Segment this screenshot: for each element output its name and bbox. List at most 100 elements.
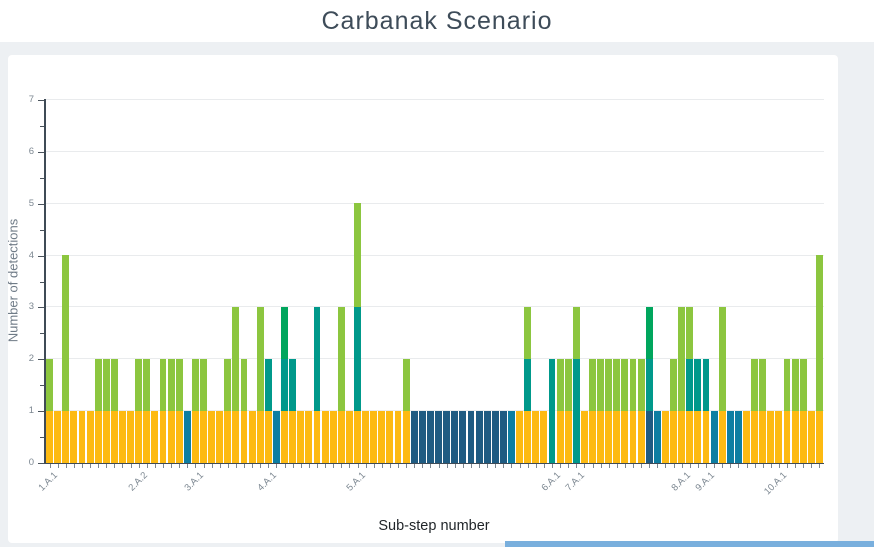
bar-substep-idx41[interactable]	[370, 410, 378, 463]
bar-substep-5.A.1[interactable]	[354, 203, 361, 463]
bar-substep-idx47[interactable]	[418, 410, 426, 463]
bar-substep-idx30[interactable]	[281, 306, 288, 463]
bar-substep-idx53[interactable]	[467, 410, 475, 463]
bar-substep-idx34[interactable]	[313, 306, 321, 463]
bar-substep-idx64[interactable]	[556, 358, 564, 463]
bar-substep-idx45[interactable]	[402, 358, 410, 463]
bar-substep-idx21[interactable]	[208, 410, 216, 463]
x-tick	[576, 464, 578, 468]
bar-substep-idx24[interactable]	[232, 306, 240, 463]
bar-substep-idx35[interactable]	[321, 410, 329, 463]
bar-substep-idx94[interactable]	[799, 358, 807, 463]
bar-substep-idx25[interactable]	[240, 358, 248, 463]
bar-substep-idx27[interactable]	[256, 306, 264, 463]
bar-substep-idx56[interactable]	[491, 410, 499, 463]
bar-substep-idx51[interactable]	[451, 410, 459, 463]
bar-substep-3.A.1[interactable]	[191, 358, 199, 463]
bar-substep-idx71[interactable]	[613, 358, 621, 463]
bar-substep-idx59[interactable]	[516, 410, 524, 463]
bar-substep-idx26[interactable]	[248, 410, 256, 463]
bar-substep-idx6[interactable]	[86, 410, 94, 463]
bar-substep-idx52[interactable]	[459, 410, 467, 463]
bar-substep-8.A.1[interactable]	[678, 306, 686, 463]
bar-substep-idx29[interactable]	[273, 410, 280, 463]
bar-substep-idx32[interactable]	[297, 410, 305, 463]
bar-substep-idx54[interactable]	[475, 410, 483, 463]
bar-substep-idx75[interactable]	[645, 306, 653, 463]
bar-substep-idx69[interactable]	[597, 358, 605, 463]
bar-substep-idx77[interactable]	[662, 410, 669, 463]
footer-scroll-strip[interactable]	[505, 541, 874, 547]
bar-substep-idx68[interactable]	[589, 358, 596, 463]
bar-substep-idx15[interactable]	[159, 358, 167, 463]
bar-substep-idx43[interactable]	[386, 410, 394, 463]
bar-substep-idx95[interactable]	[807, 410, 815, 463]
bar-substep-idx38[interactable]	[345, 410, 353, 463]
bar-substep-idx44[interactable]	[394, 410, 402, 463]
bar-substep-idx2[interactable]	[54, 410, 62, 463]
bar-substep-idx85[interactable]	[726, 410, 734, 463]
bar-substep-idx92[interactable]	[783, 358, 791, 463]
bar-substep-idx11[interactable]	[127, 410, 135, 463]
bar-substep-idx80[interactable]	[686, 306, 694, 463]
bar-substep-idx13[interactable]	[143, 358, 151, 463]
bar-substep-idx61[interactable]	[532, 410, 540, 463]
bar-substep-idx76[interactable]	[653, 410, 661, 463]
bar-substep-idx46[interactable]	[410, 410, 418, 463]
bar-substep-idx8[interactable]	[102, 358, 110, 463]
bar-substep-idx20[interactable]	[200, 358, 207, 463]
bar-substep-idx73[interactable]	[629, 358, 637, 463]
bar-substep-idx65[interactable]	[564, 358, 572, 463]
bar-substep-idx37[interactable]	[337, 306, 345, 463]
bar-substep-6.A.1[interactable]	[548, 358, 556, 463]
bar-substep-idx58[interactable]	[508, 410, 515, 463]
bar-substep-idx87[interactable]	[743, 410, 750, 463]
bar-substep-idx48[interactable]	[426, 410, 434, 463]
bar-substep-idx7[interactable]	[94, 358, 102, 463]
bar-substep-idx17[interactable]	[175, 358, 183, 463]
bar-substep-idx78[interactable]	[670, 358, 677, 463]
bar-substep-idx31[interactable]	[289, 358, 297, 463]
bar-substep-idx14[interactable]	[151, 410, 159, 463]
bar-substep-idx62[interactable]	[540, 410, 548, 463]
bar-substep-idx86[interactable]	[734, 410, 742, 463]
bar-substep-idx10[interactable]	[119, 410, 126, 463]
bar-substep-idx40[interactable]	[362, 410, 370, 463]
bar-substep-idx74[interactable]	[637, 358, 645, 463]
x-tick	[414, 464, 416, 468]
bar-substep-idx83[interactable]	[710, 410, 718, 463]
y-tick	[38, 411, 44, 413]
bar-substep-idx23[interactable]	[224, 358, 232, 463]
bar-substep-idx16[interactable]	[167, 358, 175, 463]
bar-substep-idx96[interactable]	[815, 255, 823, 463]
bar-substep-idx50[interactable]	[443, 410, 451, 463]
bar-substep-idx9[interactable]	[110, 358, 118, 463]
bar-substep-idx22[interactable]	[216, 410, 224, 463]
bar-substep-idx93[interactable]	[791, 358, 799, 463]
bar-substep-idx42[interactable]	[378, 410, 386, 463]
bar-substep-idx67[interactable]	[580, 410, 588, 463]
bar-substep-10.A.1[interactable]	[775, 410, 783, 463]
bar-substep-idx70[interactable]	[605, 358, 613, 463]
bar-substep-idx88[interactable]	[751, 358, 759, 463]
bar-substep-idx72[interactable]	[621, 358, 629, 463]
bar-substep-idx49[interactable]	[435, 410, 442, 463]
bar-substep-idx55[interactable]	[483, 410, 491, 463]
bar-substep-idx5[interactable]	[78, 410, 86, 463]
bar-substep-idx36[interactable]	[329, 410, 337, 463]
bar-substep-idx57[interactable]	[499, 410, 507, 463]
bar-substep-idx33[interactable]	[305, 410, 313, 463]
bar-substep-7.A.1[interactable]	[572, 306, 580, 463]
bar-substep-9.A.1[interactable]	[702, 358, 710, 463]
bar-substep-idx18[interactable]	[183, 410, 191, 463]
bar-substep-idx90[interactable]	[767, 410, 775, 463]
bar-substep-idx84[interactable]	[718, 306, 726, 463]
bar-substep-idx81[interactable]	[694, 358, 702, 463]
bar-substep-idx3[interactable]	[62, 255, 70, 463]
bar-substep-4.A.1[interactable]	[264, 358, 272, 463]
bar-substep-idx4[interactable]	[70, 410, 78, 463]
bar-substep-1.A.1[interactable]	[46, 358, 53, 463]
bar-substep-idx89[interactable]	[759, 358, 767, 463]
bar-substep-idx60[interactable]	[524, 306, 532, 463]
bar-substep-2.A.2[interactable]	[135, 358, 143, 463]
